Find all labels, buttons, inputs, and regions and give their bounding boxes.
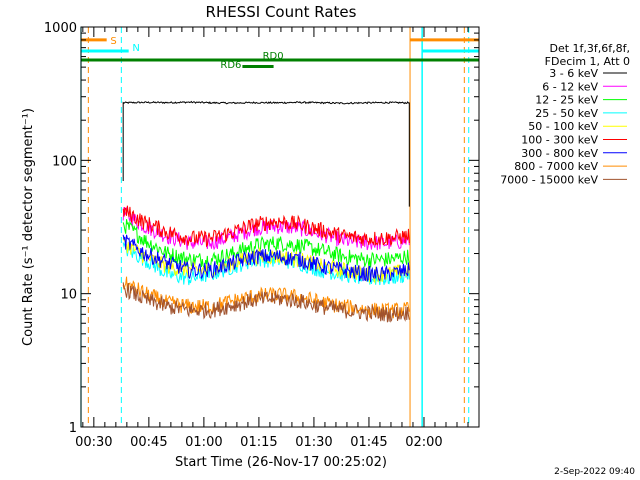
x-tick-label: 01:30 bbox=[295, 435, 332, 450]
x-tick-label: 02:00 bbox=[405, 435, 442, 450]
x-tick-label: 00:30 bbox=[75, 435, 112, 450]
y-tick-label: 100 bbox=[52, 154, 77, 169]
flag-label-s: S bbox=[110, 36, 116, 47]
x-tick-label: 01:15 bbox=[240, 435, 277, 450]
y-axis-label: Count Rate (s⁻¹ detector segment⁻¹) bbox=[21, 108, 36, 346]
plot-frame bbox=[80, 26, 480, 428]
flag-label-rd0: RD0 bbox=[263, 51, 284, 62]
legend-header-line: FDecim 1, Att 0 bbox=[545, 55, 630, 68]
y-tick-label: 10 bbox=[60, 288, 77, 303]
legend-entry-label: 3 - 6 keV bbox=[549, 67, 598, 80]
series-line-12-25kev bbox=[122, 219, 410, 269]
legend-entry-label: 100 - 300 keV bbox=[521, 134, 598, 147]
chart-title: RHESSI Count Rates bbox=[206, 3, 357, 21]
y-tick-label: 1000 bbox=[44, 21, 77, 36]
y-tick-label: 1 bbox=[69, 421, 77, 436]
series-line-100-300kev bbox=[122, 205, 410, 248]
legend-entry-label: 800 - 7000 keV bbox=[514, 160, 598, 173]
series-line-300-800kev bbox=[122, 234, 410, 283]
x-tick-label: 01:00 bbox=[185, 435, 222, 450]
legend-entry-label: 25 - 50 keV bbox=[535, 107, 598, 120]
plot-area: S N RD0 RD6 bbox=[80, 27, 479, 427]
flag-label-n: N bbox=[132, 43, 139, 54]
x-tick-label: 00:45 bbox=[130, 435, 167, 450]
legend-entry-label: 7000 - 15000 keV bbox=[500, 173, 598, 186]
legend-entry-label: 300 - 800 keV bbox=[521, 147, 598, 160]
series-line-800-7000kev bbox=[122, 276, 410, 320]
flag-label-rd6: RD6 bbox=[220, 60, 241, 71]
legend-header-line: Det 1f,3f,6f,8f, bbox=[549, 42, 630, 55]
legend-entry-label: 50 - 100 keV bbox=[528, 120, 598, 133]
legend: Det 1f,3f,6f,8f,FDecim 1, Att 03 - 6 keV… bbox=[500, 42, 630, 186]
x-tick-label: 01:45 bbox=[350, 435, 387, 450]
legend-entry-label: 12 - 25 keV bbox=[535, 94, 598, 107]
series-line-3-6kev bbox=[122, 100, 410, 207]
timestamp: 2-Sep-2022 09:40 bbox=[554, 467, 635, 477]
legend-entry-label: 6 - 12 keV bbox=[542, 80, 598, 93]
x-axis-label: Start Time (26-Nov-17 00:25:02) bbox=[175, 455, 387, 470]
x-axis: 00:30 00:45 01:00 01:15 01:30 01:45 02:00 bbox=[75, 27, 469, 450]
series-line-7000-15000kev bbox=[122, 282, 410, 323]
y-axis: 1 10 100 1000 bbox=[44, 21, 479, 436]
